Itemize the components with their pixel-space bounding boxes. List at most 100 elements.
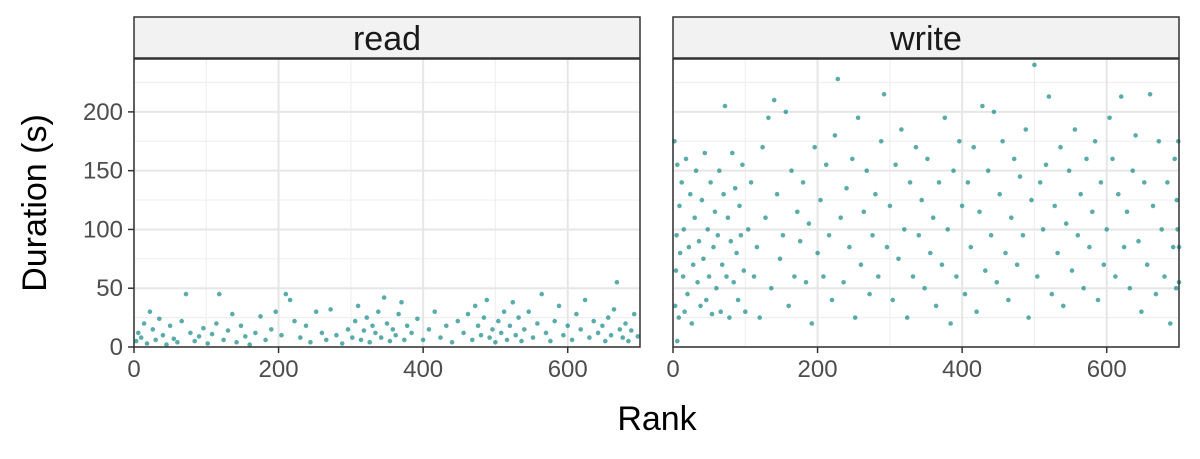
data-point: [334, 332, 339, 338]
data-point: [438, 335, 443, 340]
data-point: [745, 227, 751, 232]
data-point: [715, 233, 721, 238]
data-point: [510, 300, 516, 305]
data-point: [680, 274, 686, 279]
data-point: [683, 156, 689, 162]
data-point: [1046, 94, 1052, 99]
data-point: [983, 268, 988, 273]
data-point: [812, 144, 817, 150]
data-point: [702, 150, 708, 156]
data-point: [373, 330, 378, 336]
data-point: [1159, 227, 1164, 232]
data-point: [674, 233, 679, 238]
x-tick-label: 0: [127, 356, 140, 383]
data-point: [682, 309, 687, 315]
data-point: [324, 337, 329, 343]
x-tick-label: 400: [942, 356, 982, 383]
panel-read: read 0 200 400 600: [127, 16, 641, 383]
data-point: [751, 274, 757, 279]
data-point: [361, 328, 367, 333]
data-point: [962, 291, 968, 297]
data-point: [896, 256, 901, 262]
data-point: [838, 215, 843, 220]
y-tick-label: 200: [83, 99, 123, 126]
data-point: [1130, 168, 1135, 173]
data-point: [690, 262, 696, 268]
data-point: [283, 291, 289, 297]
data-point: [786, 303, 791, 309]
data-point: [475, 323, 481, 329]
data-point: [925, 156, 930, 162]
data-point: [498, 330, 504, 336]
data-point: [1017, 174, 1023, 179]
data-point: [795, 209, 800, 215]
data-point: [1095, 297, 1101, 303]
data-point: [1098, 180, 1104, 185]
data-point: [1147, 92, 1153, 97]
data-point: [1124, 209, 1130, 215]
data-point: [738, 233, 744, 238]
data-point: [780, 233, 786, 238]
data-point: [214, 321, 219, 326]
x-tick-label: 600: [548, 356, 588, 383]
data-point: [247, 342, 252, 347]
data-point: [677, 250, 683, 256]
data-point: [308, 340, 313, 345]
data-point: [1084, 156, 1089, 162]
data-point: [945, 227, 950, 232]
data-point: [705, 227, 710, 232]
data-point: [1090, 209, 1095, 215]
data-point: [948, 321, 953, 326]
data-point: [696, 238, 702, 244]
y-tick-label: 150: [83, 158, 123, 185]
data-point: [504, 337, 510, 343]
data-point: [263, 337, 268, 343]
data-point: [133, 338, 139, 344]
data-point: [1087, 244, 1092, 250]
data-point: [809, 321, 815, 326]
data-point: [582, 297, 588, 303]
data-point: [402, 337, 407, 343]
data-point: [722, 103, 728, 109]
data-point: [328, 307, 333, 312]
data-point: [1139, 309, 1144, 315]
data-point: [449, 340, 455, 345]
data-point: [603, 338, 608, 344]
data-point: [1174, 197, 1180, 203]
panel-border: [672, 58, 1180, 348]
data-point: [893, 162, 898, 168]
data-point: [693, 168, 699, 173]
data-point: [942, 115, 948, 121]
data-point: [769, 285, 774, 291]
data-point: [269, 327, 274, 332]
data-point: [350, 335, 355, 340]
data-point: [718, 309, 723, 315]
data-point: [971, 144, 976, 150]
data-point: [352, 318, 358, 324]
data-point: [994, 280, 1000, 285]
data-point: [319, 330, 325, 336]
data-point: [496, 318, 501, 324]
data-point: [1127, 285, 1133, 291]
data-point: [339, 341, 345, 346]
data-point: [1113, 274, 1118, 279]
data-point: [234, 340, 239, 345]
plot-background: [134, 59, 640, 347]
data-point: [757, 315, 762, 320]
data-point: [673, 268, 679, 273]
data-point: [614, 280, 620, 285]
data-point: [1110, 156, 1115, 162]
data-point: [699, 197, 705, 203]
data-point: [797, 238, 803, 244]
data-point: [138, 335, 144, 340]
data-point: [313, 309, 319, 315]
data-point: [771, 97, 777, 103]
data-point: [675, 338, 680, 344]
data-point: [620, 335, 625, 340]
data-point: [867, 291, 872, 297]
data-point: [928, 250, 933, 256]
data-point: [376, 309, 381, 315]
data-point: [519, 338, 524, 344]
data-point: [136, 330, 141, 336]
